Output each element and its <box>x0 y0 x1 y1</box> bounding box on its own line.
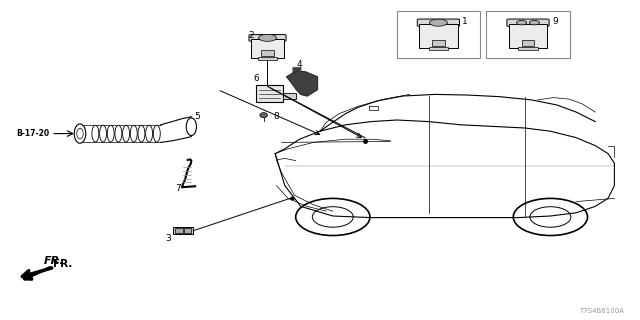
Bar <box>509 25 547 48</box>
Bar <box>175 228 183 233</box>
Ellipse shape <box>115 125 122 142</box>
Bar <box>173 227 193 234</box>
Ellipse shape <box>92 125 99 142</box>
Ellipse shape <box>154 125 160 142</box>
Ellipse shape <box>186 118 196 136</box>
Ellipse shape <box>131 125 137 142</box>
Text: T7S4B6100A: T7S4B6100A <box>579 308 624 314</box>
Text: 1: 1 <box>463 17 468 26</box>
Text: 5: 5 <box>195 112 200 121</box>
Bar <box>258 57 277 60</box>
Text: FR.: FR. <box>53 259 72 269</box>
FancyBboxPatch shape <box>249 35 286 41</box>
Ellipse shape <box>74 124 86 143</box>
Text: 8: 8 <box>274 112 279 121</box>
Ellipse shape <box>529 20 540 25</box>
Ellipse shape <box>260 113 268 118</box>
Text: B-17-20: B-17-20 <box>16 129 49 138</box>
Ellipse shape <box>77 128 83 139</box>
Ellipse shape <box>100 125 106 142</box>
Bar <box>397 11 480 58</box>
Ellipse shape <box>108 125 114 142</box>
Ellipse shape <box>138 125 145 142</box>
Bar <box>429 47 448 50</box>
Bar <box>283 93 296 99</box>
FancyBboxPatch shape <box>417 19 460 27</box>
Ellipse shape <box>259 34 276 41</box>
Bar <box>261 50 274 56</box>
Text: 2: 2 <box>249 31 254 40</box>
Bar <box>522 40 534 46</box>
Bar <box>184 228 191 233</box>
Bar <box>256 85 283 102</box>
Ellipse shape <box>146 125 152 142</box>
Polygon shape <box>287 71 317 96</box>
Text: 7: 7 <box>175 184 180 193</box>
Text: 4: 4 <box>297 60 302 68</box>
FancyBboxPatch shape <box>507 19 549 27</box>
Text: 6: 6 <box>253 74 259 83</box>
Text: 3: 3 <box>165 234 170 243</box>
Bar <box>251 39 284 58</box>
Bar <box>486 11 570 58</box>
Ellipse shape <box>516 20 527 25</box>
Polygon shape <box>293 68 301 73</box>
Text: 9: 9 <box>552 17 557 26</box>
Text: FR.: FR. <box>44 256 65 267</box>
Ellipse shape <box>429 19 447 26</box>
Bar <box>432 40 445 46</box>
Bar <box>518 47 538 50</box>
Ellipse shape <box>123 125 129 142</box>
Bar <box>419 25 458 48</box>
